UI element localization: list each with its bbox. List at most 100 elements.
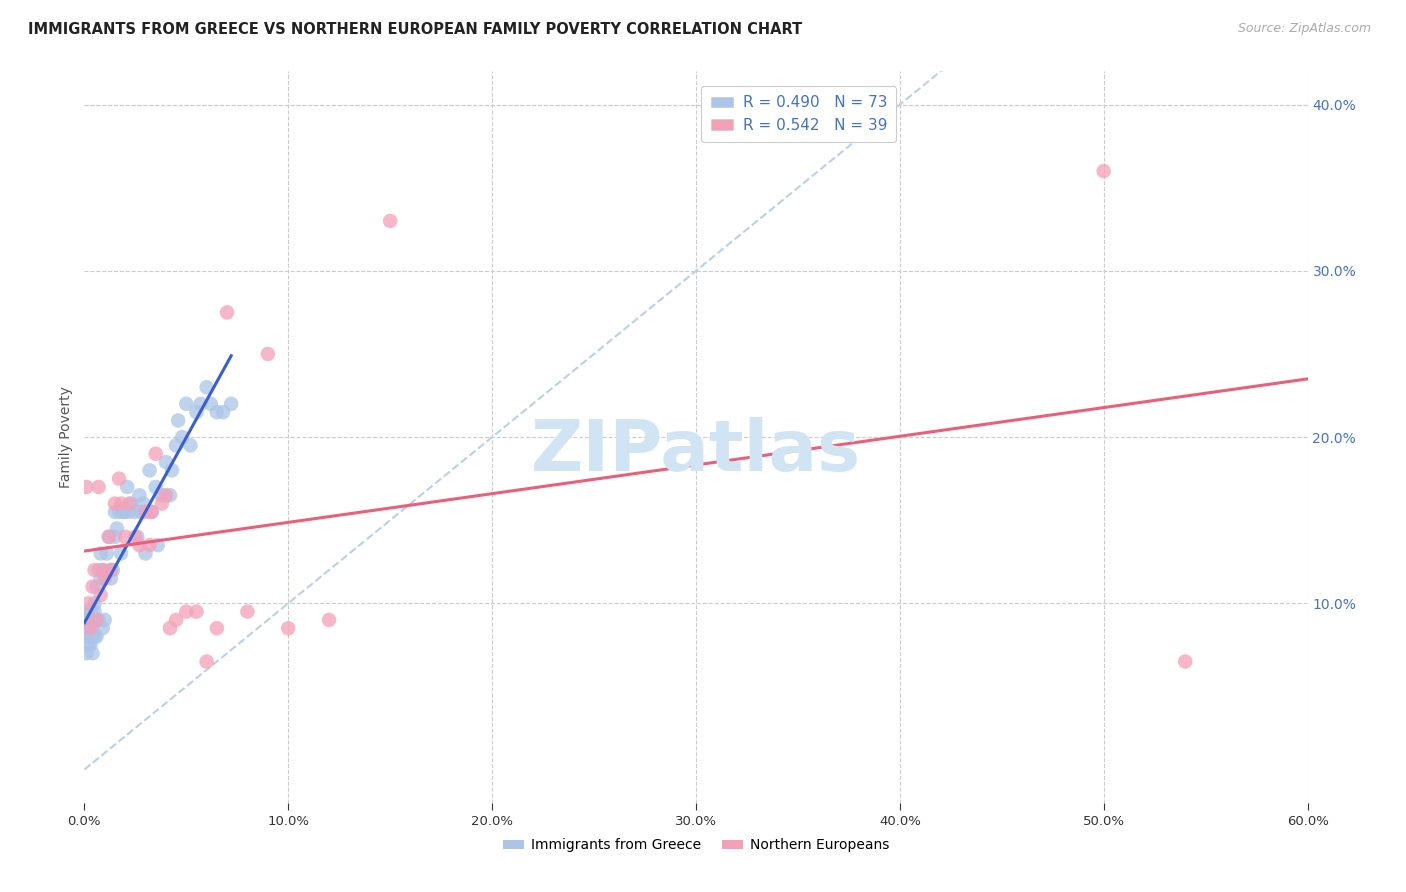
Point: [146, 538, 169, 552]
Point: [97, 530, 120, 544]
Point: [90, 546, 112, 560]
Point: [75, 646, 97, 660]
Point: [186, 605, 208, 619]
Point: [217, 305, 239, 319]
Point: [104, 530, 127, 544]
Point: [90, 588, 112, 602]
Point: [105, 521, 128, 535]
Point: [127, 530, 149, 544]
Point: [195, 380, 218, 394]
Point: [77, 621, 100, 635]
Point: [159, 621, 181, 635]
Point: [115, 480, 138, 494]
Point: [145, 480, 167, 494]
Point: [174, 605, 197, 619]
Point: [205, 621, 228, 635]
Point: [96, 546, 118, 560]
Point: [77, 630, 100, 644]
Point: [86, 613, 108, 627]
Point: [257, 347, 280, 361]
Point: [131, 505, 153, 519]
Point: [83, 630, 105, 644]
Point: [135, 546, 157, 560]
Point: [165, 438, 187, 452]
Point: [174, 397, 197, 411]
Point: [75, 630, 97, 644]
Point: [108, 472, 131, 486]
Point: [179, 438, 201, 452]
Point: [82, 613, 104, 627]
Point: [172, 430, 194, 444]
Point: [79, 638, 101, 652]
Point: [141, 505, 163, 519]
Point: [91, 563, 114, 577]
Point: [190, 397, 212, 411]
Legend: Immigrants from Greece, Northern Europeans: Immigrants from Greece, Northern Europea…: [498, 833, 894, 858]
Point: [318, 613, 340, 627]
Point: [104, 497, 127, 511]
Point: [87, 613, 110, 627]
Point: [118, 497, 141, 511]
Point: [165, 613, 187, 627]
Point: [82, 621, 104, 635]
Point: [93, 571, 115, 585]
Y-axis label: Family Poverty: Family Poverty: [59, 386, 73, 488]
Point: [86, 630, 108, 644]
Point: [86, 580, 108, 594]
Point: [91, 621, 114, 635]
Point: [100, 563, 122, 577]
Point: [110, 497, 132, 511]
Point: [118, 505, 141, 519]
Point: [75, 621, 97, 635]
Point: [138, 538, 160, 552]
Point: [77, 613, 100, 627]
Point: [75, 613, 97, 627]
Point: [128, 538, 150, 552]
Point: [90, 571, 112, 585]
Point: [1092, 164, 1115, 178]
Point: [87, 563, 110, 577]
Point: [150, 497, 173, 511]
Point: [277, 621, 299, 635]
Point: [120, 497, 142, 511]
Point: [110, 546, 132, 560]
Point: [128, 488, 150, 502]
Point: [77, 605, 100, 619]
Point: [83, 596, 105, 610]
Point: [135, 505, 157, 519]
Point: [205, 405, 228, 419]
Point: [82, 646, 104, 660]
Point: [108, 505, 131, 519]
Text: IMMIGRANTS FROM GREECE VS NORTHERN EUROPEAN FAMILY POVERTY CORRELATION CHART: IMMIGRANTS FROM GREECE VS NORTHERN EUROP…: [28, 22, 803, 37]
Point: [200, 397, 222, 411]
Point: [114, 530, 136, 544]
Point: [145, 447, 167, 461]
Point: [219, 397, 242, 411]
Point: [155, 488, 177, 502]
Point: [82, 580, 104, 594]
Point: [91, 563, 114, 577]
Point: [160, 463, 183, 477]
Point: [83, 563, 105, 577]
Point: [112, 505, 135, 519]
Point: [167, 413, 190, 427]
Point: [155, 455, 177, 469]
Point: [77, 638, 100, 652]
Point: [93, 571, 115, 585]
Point: [79, 621, 101, 635]
Point: [75, 630, 97, 644]
Point: [77, 596, 100, 610]
Point: [101, 563, 124, 577]
Point: [100, 571, 122, 585]
Text: Source: ZipAtlas.com: Source: ZipAtlas.com: [1237, 22, 1371, 36]
Point: [79, 621, 101, 635]
Point: [93, 613, 115, 627]
Point: [212, 405, 235, 419]
Point: [380, 214, 402, 228]
Point: [195, 655, 218, 669]
Point: [83, 605, 105, 619]
Point: [1174, 655, 1197, 669]
Point: [124, 530, 146, 544]
Point: [186, 405, 208, 419]
Point: [159, 488, 181, 502]
